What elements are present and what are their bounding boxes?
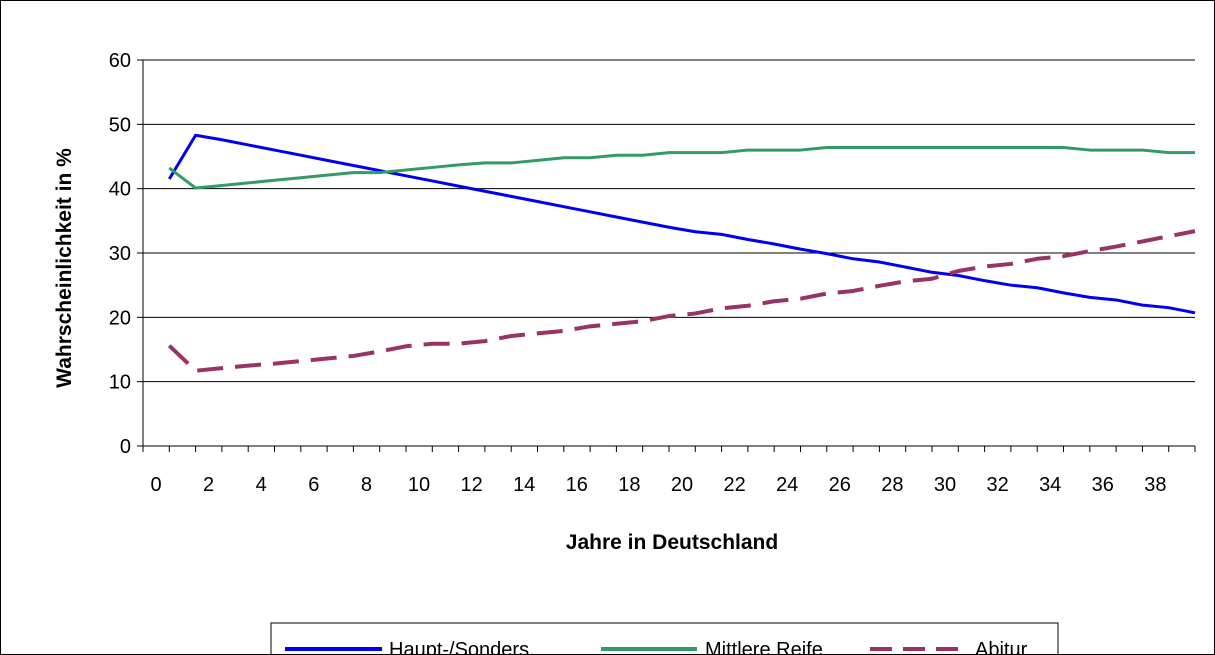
x-tick-label: 16 xyxy=(566,474,588,496)
legend-label-abitur: Abitur xyxy=(975,639,1028,654)
x-tick-label: 4 xyxy=(256,474,267,496)
x-tick-label: 32 xyxy=(986,474,1008,496)
y-tick-label: 60 xyxy=(109,50,131,72)
axes xyxy=(137,59,1196,452)
gridlines xyxy=(143,59,1195,383)
legend-label-mittlere-reife: Mittlere Reife xyxy=(705,639,823,654)
x-tick-label: 2 xyxy=(203,474,214,496)
x-tick-label: 14 xyxy=(513,474,535,496)
series-line-haupt-sonders xyxy=(168,133,1196,315)
x-tick-label: 12 xyxy=(460,474,482,496)
x-tick-label: 24 xyxy=(776,474,798,496)
legend: Haupt-/Sonders. Mittlere Reife Abitur xyxy=(270,622,1059,654)
x-tick-label: 26 xyxy=(829,474,851,496)
x-tick-label: 6 xyxy=(308,474,319,496)
x-tick-label: 34 xyxy=(1039,474,1061,496)
y-tick-label: 0 xyxy=(120,436,131,458)
series-line-abitur xyxy=(167,229,1196,373)
y-axis-title: Wahrscheinlichkeit in % xyxy=(53,148,76,388)
x-tick-label: 30 xyxy=(934,474,956,496)
x-tick-label: 28 xyxy=(881,474,903,496)
y-tick-label: 50 xyxy=(109,114,131,136)
x-tick-label: 36 xyxy=(1092,474,1114,496)
y-tick-label: 20 xyxy=(109,307,131,329)
x-tick-label: 38 xyxy=(1144,474,1166,496)
x-tick-label: 0 xyxy=(150,474,161,496)
x-tick-label: 20 xyxy=(671,474,693,496)
legend-label-haupt: Haupt-/Sonders. xyxy=(389,639,535,654)
x-tick-label: 8 xyxy=(361,474,372,496)
y-tick-label: 10 xyxy=(109,372,131,394)
series-lines xyxy=(167,133,1196,373)
x-tick-label: 22 xyxy=(723,474,745,496)
series-line-mittlere-reife xyxy=(168,145,1195,190)
x-axis-title: Jahre in Deutschland xyxy=(566,531,778,554)
x-tick-label: 10 xyxy=(408,474,430,496)
y-tick-label: 30 xyxy=(109,243,131,265)
x-tick-label: 18 xyxy=(618,474,640,496)
y-tick-label: 40 xyxy=(109,179,131,201)
